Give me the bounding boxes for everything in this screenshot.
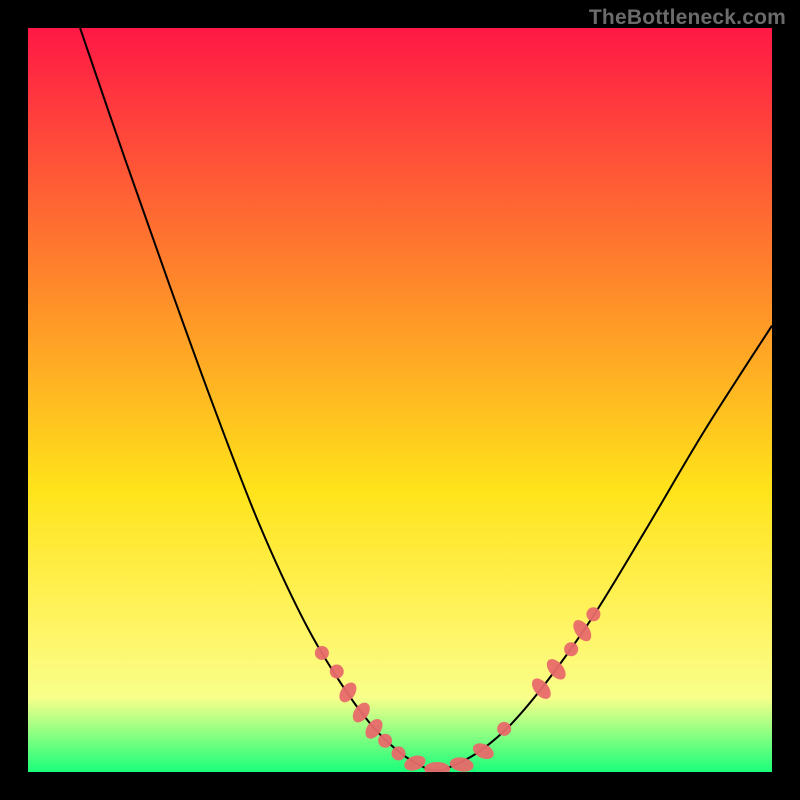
watermark-text: TheBottleneck.com bbox=[589, 6, 786, 30]
chart-container: TheBottleneck.com bbox=[0, 0, 800, 800]
curve-marker bbox=[497, 722, 511, 736]
chart-background bbox=[28, 28, 772, 772]
curve-marker bbox=[378, 734, 392, 748]
curve-marker bbox=[564, 642, 578, 656]
curve-marker bbox=[330, 665, 344, 679]
curve-marker bbox=[586, 607, 600, 621]
curve-marker bbox=[392, 746, 406, 760]
bottleneck-chart bbox=[28, 28, 772, 772]
curve-marker bbox=[315, 646, 329, 660]
